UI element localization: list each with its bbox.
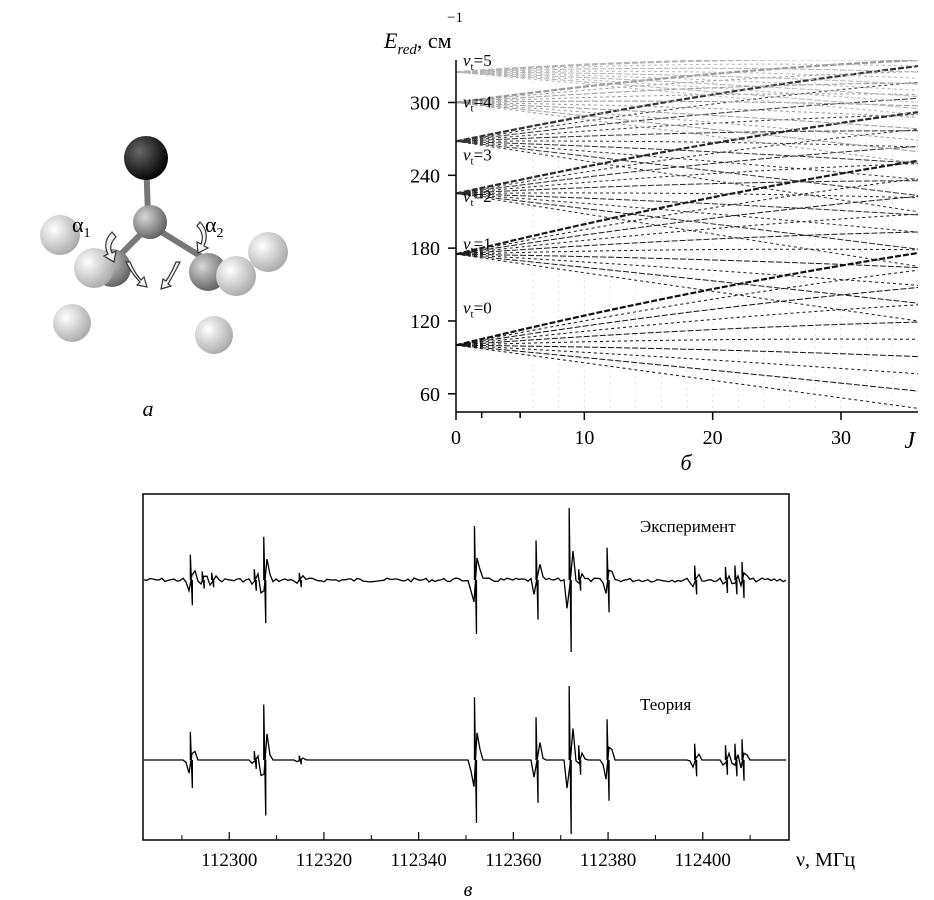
level-branch-line: [456, 71, 918, 110]
panel-c-label: в: [464, 879, 473, 900]
x-axis-label: ν, МГц: [796, 849, 855, 871]
x-tick-label: 112320: [296, 850, 352, 871]
level-branch-line: [456, 193, 918, 267]
x-tick-label: 112360: [485, 850, 541, 871]
level-label: vt=1: [463, 234, 492, 256]
hydrogen-atoms: [40, 215, 288, 354]
x-axis-label: J: [904, 428, 916, 454]
level-label: vt=0: [463, 299, 492, 321]
level-branch-line: [456, 251, 918, 347]
x-tick-label: 10: [574, 427, 594, 449]
y-axis-label: Ered, см: [383, 28, 452, 58]
level-branch-line: [456, 253, 918, 322]
rotation-arrow-icon: [125, 261, 148, 288]
level-branch-line: [456, 140, 918, 213]
level-label: vt=4: [463, 92, 492, 114]
energy-level-branches: [456, 60, 918, 409]
level-branch-line: [456, 193, 918, 250]
level-branch-line: [456, 159, 918, 256]
level-branch-line: [456, 269, 918, 346]
hydrogen-atom: [53, 304, 91, 342]
level-label: vt=2: [463, 187, 492, 209]
x-ticks: 112300 112320 112340 112360 112380 112400: [181, 832, 751, 871]
y-tick-label: 120: [410, 311, 440, 333]
x-tick-label: 112300: [201, 850, 257, 871]
level-branch-line: [456, 111, 918, 195]
level-branch-line: [456, 64, 918, 143]
theory-spectrum-line: [144, 685, 786, 835]
rotation-arrow-icon: [196, 221, 210, 254]
hydrogen-atoms-front: [74, 248, 256, 296]
experiment-spectrum-line: [144, 507, 787, 653]
spectrum-chart: Эксперимент Теория 112300 112320 112340 112…: [142, 493, 855, 900]
y-tick-label: 60: [420, 384, 440, 406]
hydrogen-atom: [74, 248, 114, 288]
level-branch-line: [456, 81, 918, 142]
theory-label: Теория: [640, 695, 691, 714]
hydrogen-atom: [195, 316, 233, 354]
x-ticks: 0 10 20 30: [451, 412, 851, 449]
level-branch-line: [456, 128, 918, 195]
level-branch-line: [456, 287, 918, 346]
x-tick-label: 30: [831, 427, 851, 449]
panel-b-label: б: [680, 450, 692, 475]
level-branch-line: [456, 178, 918, 255]
level-branch-line: [456, 140, 918, 197]
level-branch-line: [456, 145, 918, 195]
x-tick-label: 20: [703, 427, 723, 449]
x-tick-label: 112400: [675, 850, 731, 871]
hydrogen-atom: [248, 232, 288, 272]
experiment-label: Эксперимент: [640, 517, 736, 536]
molecule-panel: α1 α2 а: [40, 136, 288, 421]
alpha1-label: α1: [72, 212, 91, 241]
level-label: vt=5: [463, 51, 492, 73]
y-tick-label: 240: [410, 165, 440, 187]
y-tick-label: 300: [410, 92, 440, 114]
alpha2-label: α2: [205, 212, 224, 241]
level-branch-line: [456, 344, 918, 392]
rotation-arrows: [102, 221, 210, 290]
x-tick-label: 112380: [580, 850, 636, 871]
level-branch-line: [456, 60, 918, 104]
carbonyl-carbon-atom: [133, 205, 167, 239]
level-branch-line: [456, 101, 918, 164]
rotation-arrow-icon: [102, 231, 117, 263]
hydrogen-atom: [40, 215, 80, 255]
spectrum-frame: [142, 493, 790, 841]
x-tick-label: 0: [451, 427, 461, 449]
level-label: vt=3: [463, 146, 492, 168]
rotation-arrow-icon: [160, 261, 181, 290]
hydrogen-atom: [216, 256, 256, 296]
oxygen-atom: [124, 136, 168, 180]
level-branch-line: [456, 101, 918, 141]
level-labels: vt=0 vt=1 vt=2 vt=3 vt=4 vt=5: [463, 51, 492, 321]
x-tick-label: 112340: [390, 850, 446, 871]
y-tick-label: 180: [410, 238, 440, 260]
panel-a-label: а: [143, 396, 154, 421]
level-branch-line: [456, 97, 918, 142]
level-branch-line: [456, 344, 918, 409]
level-branch-line: [456, 101, 918, 153]
y-ticks: 60 120 180 240 300: [410, 92, 456, 406]
level-branch-line: [456, 253, 918, 304]
energy-chart: vt=0 vt=1 vt=2 vt=3 vt=4 vt=5 60 120 180 240 300 …: [383, 10, 918, 475]
bonds: [112, 155, 213, 265]
y-axis-unit-exponent: −1: [447, 10, 463, 26]
